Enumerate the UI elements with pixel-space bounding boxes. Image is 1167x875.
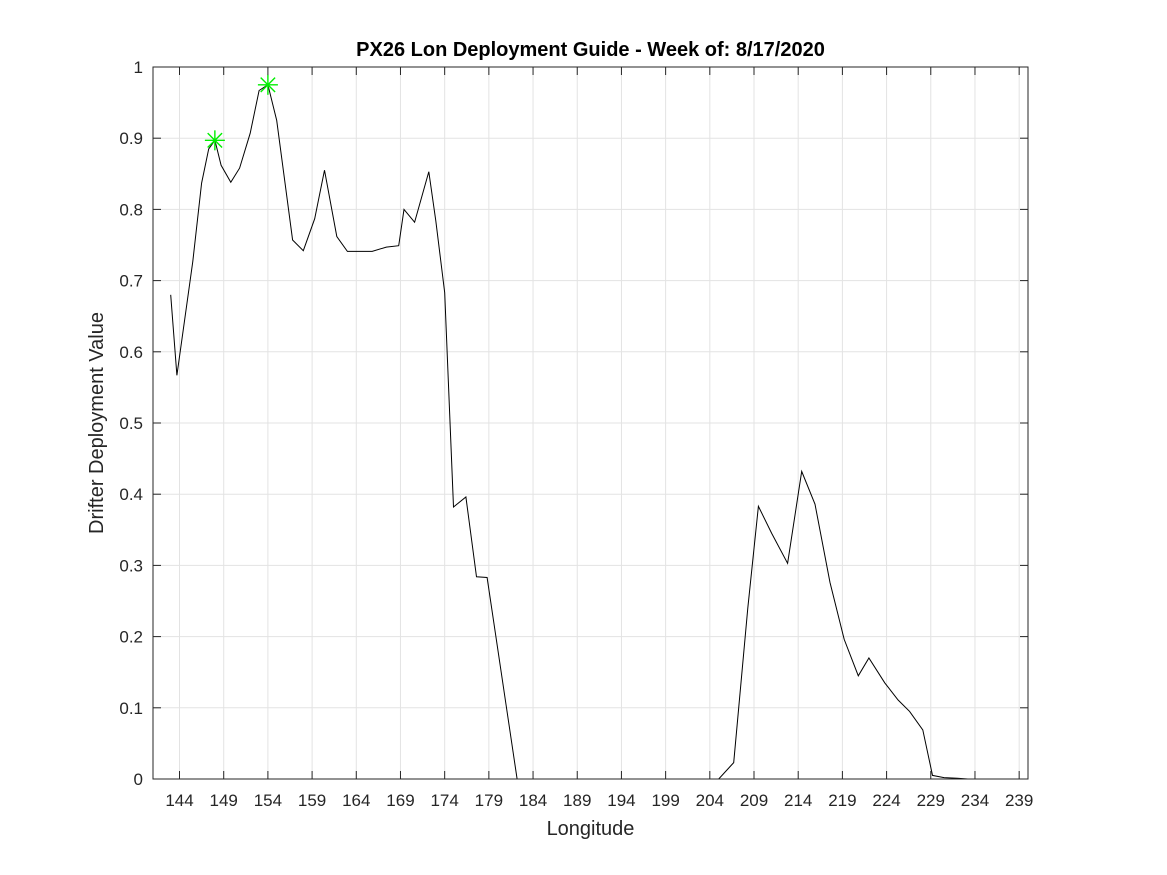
chart-title: PX26 Lon Deployment Guide - Week of: 8/1…: [356, 39, 825, 61]
x-tick-label: 179: [475, 791, 503, 810]
series-layer: [170, 83, 1003, 780]
marker-layer: [204, 74, 278, 151]
y-tick-label: 0.7: [119, 272, 143, 291]
x-tick-label: 199: [651, 791, 679, 810]
x-tick-label: 229: [917, 791, 945, 810]
x-tick-label: 159: [298, 791, 326, 810]
y-tick-label: 0.8: [119, 200, 143, 219]
x-tick-label: 224: [872, 791, 900, 810]
x-tick-label: 234: [961, 791, 989, 810]
y-axis-label: Drifter Deployment Value: [86, 312, 108, 534]
x-tick-label: 169: [386, 791, 414, 810]
x-tick-label: 214: [784, 791, 812, 810]
y-tick-label: 0.1: [119, 699, 143, 718]
y-tick-label: 0.2: [119, 628, 143, 647]
x-tick-label: 164: [342, 791, 370, 810]
y-tick-label: 0.9: [119, 129, 143, 148]
x-tick-label: 174: [430, 791, 458, 810]
y-tick-label: 0: [134, 770, 143, 789]
series-line: [170, 83, 1003, 780]
x-tick-label: 194: [607, 791, 635, 810]
y-tick-label: 0.3: [119, 556, 143, 575]
tick-layer: 144 149 154 159 164 169 174 179 184 189 194 199 204 2…: [119, 58, 1033, 810]
x-tick-label: 219: [828, 791, 856, 810]
x-tick-label: 239: [1005, 791, 1033, 810]
asterisk-marker: [257, 74, 278, 95]
y-tick-label: 0.5: [119, 414, 143, 433]
asterisk-marker: [204, 130, 225, 151]
y-tick-label: 0.4: [119, 485, 143, 504]
x-tick-label: 184: [519, 791, 547, 810]
x-tick-label: 189: [563, 791, 591, 810]
x-tick-label: 154: [254, 791, 282, 810]
x-tick-label: 204: [696, 791, 724, 810]
x-axis-label: Longitude: [547, 818, 635, 840]
x-tick-label: 144: [165, 791, 193, 810]
y-tick-label: 0.6: [119, 343, 143, 362]
y-tick-label: 1: [134, 58, 143, 77]
x-tick-label: 149: [210, 791, 238, 810]
x-tick-label: 209: [740, 791, 768, 810]
